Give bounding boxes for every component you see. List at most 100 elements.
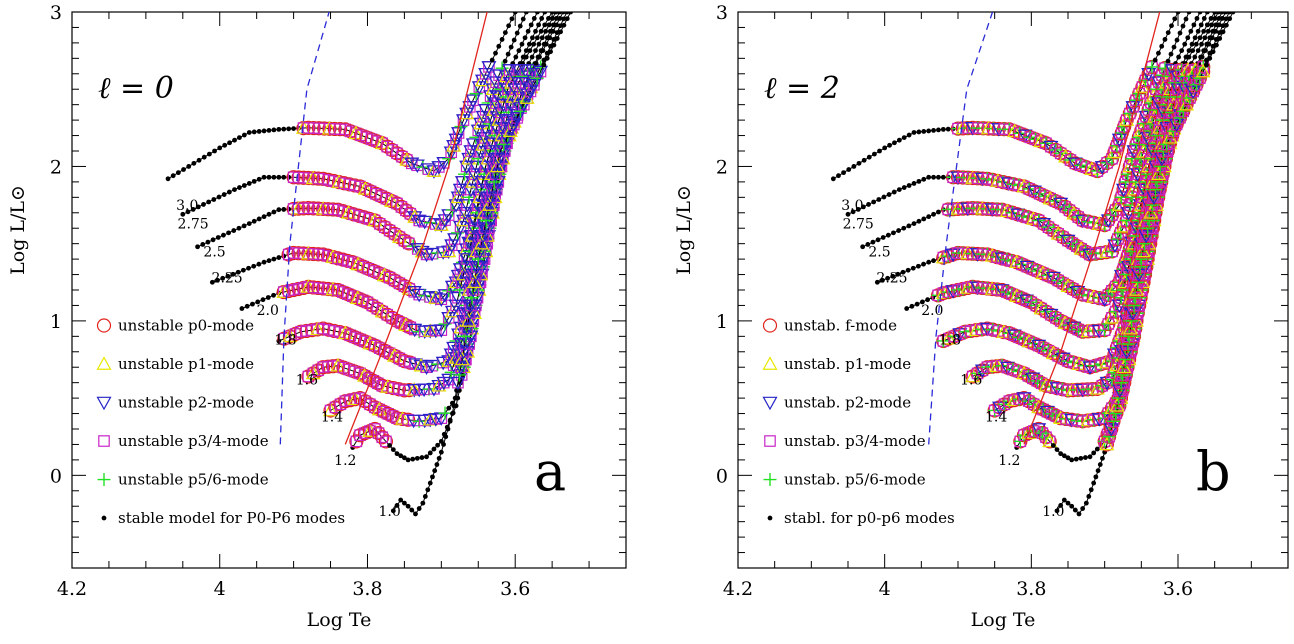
y-tick-label: 0 <box>716 465 728 487</box>
p0-mode-point <box>306 246 321 262</box>
mass-label: 2.25 <box>212 271 243 287</box>
p2-mode-point <box>467 214 483 229</box>
stable-model-point <box>506 23 512 29</box>
p1-mode-point <box>450 189 466 204</box>
p2-mode-point <box>1006 329 1022 344</box>
stable-model-point <box>881 194 887 200</box>
stable-model-point <box>860 244 866 250</box>
stable-model-point <box>212 148 217 154</box>
stable-model-point <box>1054 508 1060 514</box>
stable-model-point <box>1217 36 1223 41</box>
legend-marker-triangle-down <box>96 396 112 411</box>
p1-mode-point <box>489 158 505 173</box>
stable-model-point <box>232 187 237 193</box>
stable-model-point <box>1191 22 1197 28</box>
p2-mode-point <box>413 359 429 374</box>
stable-model-point <box>1209 35 1215 41</box>
stable-model-point <box>1159 43 1165 49</box>
stable-model-point <box>266 174 272 180</box>
p34-mode-point <box>391 315 403 327</box>
stable-model-point <box>502 58 508 64</box>
stable-model-point <box>1083 500 1089 506</box>
p0-mode-point <box>403 320 418 335</box>
stable-model-point <box>221 192 227 197</box>
stable-model-point <box>443 434 449 440</box>
p2-mode-point <box>1154 152 1170 167</box>
stable-model-point <box>1219 12 1225 15</box>
stable-model-point <box>241 183 247 188</box>
stable-model-point <box>266 211 272 217</box>
stable-model-point <box>1156 50 1161 56</box>
stable-model-point <box>554 22 559 28</box>
y-tick-label: 2 <box>50 156 62 178</box>
p2-mode-point <box>454 176 470 190</box>
stable-model-point <box>1219 16 1225 21</box>
stable-model-point <box>851 164 857 169</box>
stable-model-point <box>438 449 444 455</box>
stable-model-point <box>200 242 206 247</box>
stable-model-point <box>926 214 932 220</box>
stable-model-point <box>398 453 404 459</box>
p2-mode-point <box>1070 286 1086 300</box>
p56-mode-point <box>1158 61 1172 75</box>
p2-mode-point <box>495 98 511 113</box>
stable-model-point <box>195 204 201 210</box>
p1-mode-point <box>347 391 363 405</box>
p2-mode-point <box>1017 129 1033 144</box>
stable-model-point <box>226 189 232 195</box>
stable-model-point <box>916 129 922 135</box>
stable-model-point <box>452 395 458 401</box>
x-tick-label: 4 <box>879 578 891 600</box>
legend-marker-square <box>98 435 110 447</box>
stable-model-point <box>217 145 223 151</box>
p2-mode-point <box>492 145 508 159</box>
stable-model-point <box>222 142 228 148</box>
stable-model-point <box>1223 12 1229 15</box>
stable-model-point <box>890 273 896 279</box>
stable-model-point <box>1069 457 1075 463</box>
stable-model-point <box>936 174 941 180</box>
stable-model-point <box>1195 28 1201 34</box>
stable-model-point <box>940 174 946 180</box>
stable-model-point <box>1208 16 1214 21</box>
stable-model-point <box>547 35 553 41</box>
x-axis-label: Log Te <box>307 609 372 631</box>
stable-model-point <box>921 129 927 134</box>
p1-mode-point <box>1143 205 1159 219</box>
legend-item: unstable p2-mode <box>96 394 254 412</box>
stable-model-point <box>1201 28 1207 34</box>
p34-mode-point <box>372 427 385 439</box>
p2-mode-point <box>428 218 444 232</box>
stable-model-point <box>271 292 276 298</box>
stable-model-point <box>195 244 200 250</box>
p2-mode-point <box>463 299 479 314</box>
p2-mode-point <box>484 183 501 198</box>
stable-model-point <box>420 500 426 506</box>
stable-model-point <box>561 16 567 22</box>
stable-model-point <box>276 207 282 213</box>
stable-model-point <box>291 126 296 132</box>
stable-model-point <box>558 29 563 35</box>
stable-model-point <box>526 41 532 47</box>
stable-model-point <box>256 216 262 222</box>
p2-mode-point <box>1026 185 1042 200</box>
legend-label: unstab. p1-mode <box>784 355 911 373</box>
stable-model-point <box>1165 30 1171 35</box>
p2-mode-point <box>428 292 444 306</box>
stable-model-point <box>1216 22 1222 28</box>
p2-mode-point <box>450 376 466 391</box>
stable-model-point <box>911 130 917 135</box>
stable-model-point <box>190 206 196 212</box>
stable-model-point <box>1061 497 1067 503</box>
legend: unstab. f-mode unstab. p1-mode unstab. p2-… <box>762 317 955 527</box>
x-axis-label: Log Te <box>971 609 1036 631</box>
p0-mode-point <box>397 233 412 248</box>
p2-mode-point <box>468 160 484 175</box>
stable-model-point <box>1192 35 1198 41</box>
p2-mode-point <box>411 214 427 229</box>
p1-mode-point <box>414 243 430 258</box>
stable-model-point <box>901 185 907 190</box>
p2-mode-point <box>450 291 466 306</box>
stable-model-point <box>1171 44 1177 50</box>
